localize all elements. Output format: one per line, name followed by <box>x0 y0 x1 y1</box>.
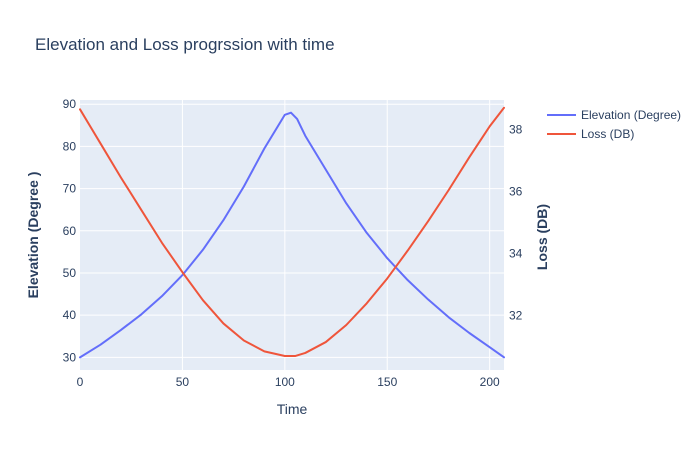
x-tick-label: 150 <box>377 375 397 389</box>
y-tick-label: 50 <box>63 266 77 280</box>
y-gridlines <box>80 103 504 358</box>
series-layer <box>79 106 505 359</box>
y2-tick-label: 36 <box>509 185 523 199</box>
y-tick-label: 80 <box>63 139 77 153</box>
y-tick-label: 90 <box>63 97 77 111</box>
x-gridlines <box>181 100 491 370</box>
y-axis-title: Elevation (Degree ) <box>25 172 41 299</box>
series-line-0 <box>79 111 505 359</box>
legend-item-0[interactable]: Elevation (Degree) <box>547 108 681 122</box>
series-line-1 <box>79 106 505 358</box>
plot-area <box>80 100 504 370</box>
y-tick-label: 30 <box>63 350 77 364</box>
x-tick-label: 100 <box>275 375 295 389</box>
x-axis-title: Time <box>277 401 308 417</box>
legend-label-0: Elevation (Degree) <box>581 108 681 122</box>
y2-axis-title: Loss (DB) <box>534 204 550 270</box>
y-tick-label: 70 <box>63 182 77 196</box>
y2-tick-label: 32 <box>509 309 523 323</box>
x-tick-label: 50 <box>176 375 190 389</box>
y2-tick-label: 34 <box>509 247 523 261</box>
legend-label-1: Loss (DB) <box>581 127 634 141</box>
y2-tick-label: 38 <box>509 122 523 136</box>
x-tick-labels: 0 50 100 150 200 <box>77 375 500 389</box>
legend[interactable]: Elevation (Degree) Loss (DB) <box>547 108 681 141</box>
y-tick-label: 40 <box>63 308 77 322</box>
chart-title: Elevation and Loss progrssion with time <box>35 35 335 54</box>
y-tick-label: 60 <box>63 224 77 238</box>
legend-item-1[interactable]: Loss (DB) <box>547 127 634 141</box>
y2-tick-labels: 32 34 36 38 <box>509 122 523 322</box>
x-tick-label: 200 <box>480 375 500 389</box>
y-tick-labels: 30 40 50 60 70 80 90 <box>63 97 77 364</box>
x-tick-label: 0 <box>77 375 84 389</box>
